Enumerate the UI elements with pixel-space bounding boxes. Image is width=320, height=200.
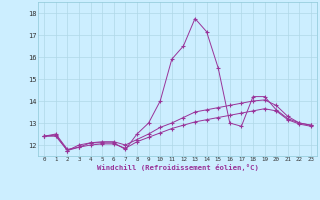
X-axis label: Windchill (Refroidissement éolien,°C): Windchill (Refroidissement éolien,°C): [97, 164, 259, 171]
